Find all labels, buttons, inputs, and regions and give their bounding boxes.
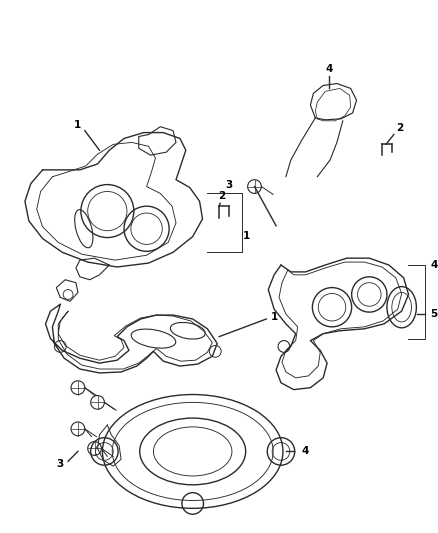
Text: 4: 4	[430, 260, 438, 270]
Text: 3: 3	[57, 459, 64, 469]
Text: 1: 1	[271, 312, 278, 322]
Text: 2: 2	[396, 123, 403, 133]
Text: 5: 5	[430, 309, 438, 319]
Text: 2: 2	[219, 191, 226, 201]
Text: 4: 4	[302, 447, 309, 456]
Text: 4: 4	[325, 64, 333, 74]
Text: 3: 3	[226, 180, 233, 190]
Text: 1: 1	[243, 231, 250, 240]
Text: 1: 1	[74, 120, 81, 130]
